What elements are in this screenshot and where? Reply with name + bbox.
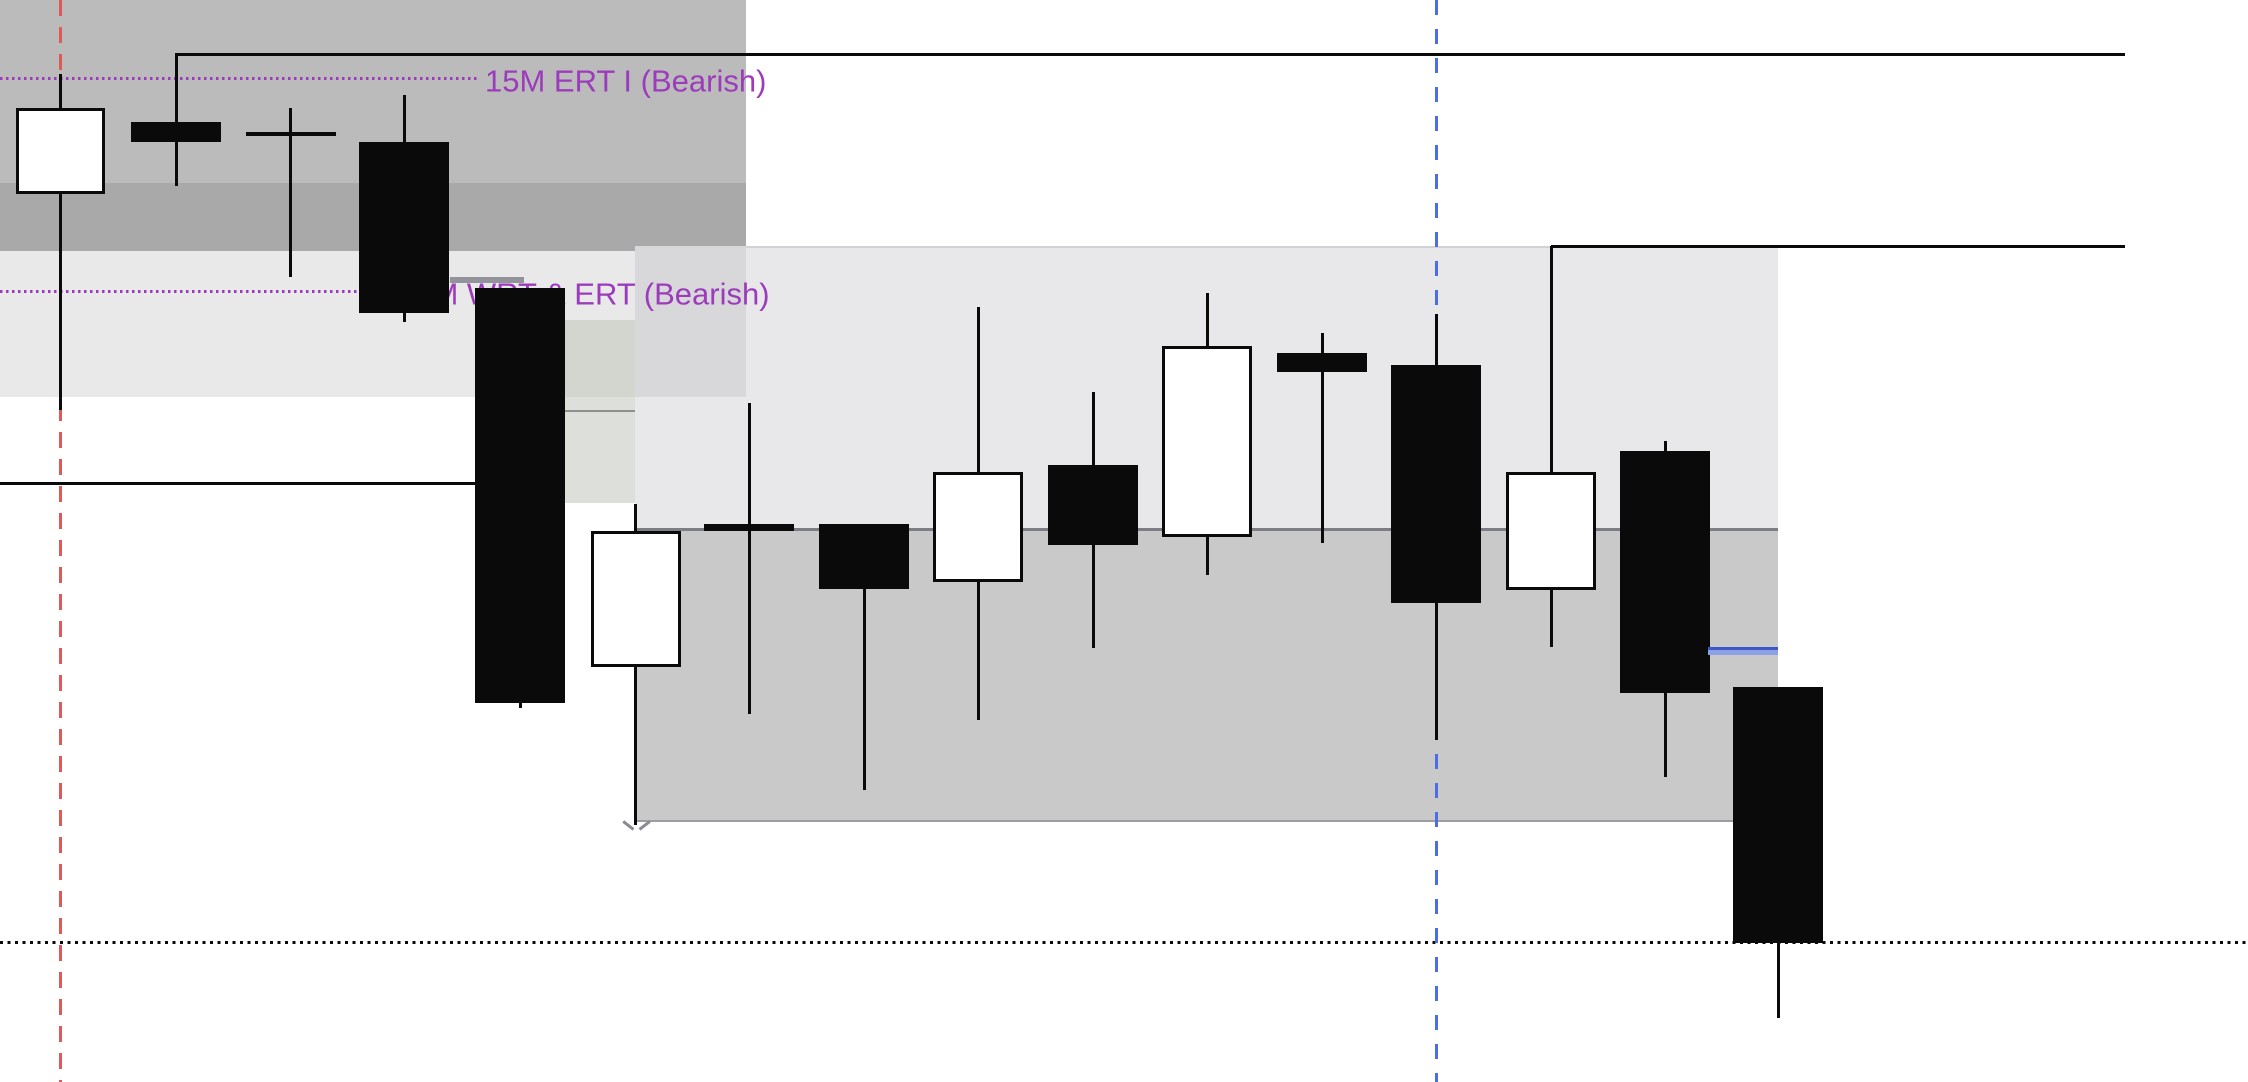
alert-dotted-line-1[interactable] — [0, 77, 478, 80]
candle-body-bearish — [359, 142, 449, 313]
candle-body-bullish — [1162, 346, 1252, 537]
candle-wick — [175, 54, 178, 186]
candle-body-bearish — [1733, 687, 1823, 943]
candle-wick — [1321, 333, 1324, 543]
horizontal-ray-right[interactable] — [1551, 245, 2125, 248]
candle-body-bearish — [475, 288, 565, 703]
candle-body-bearish — [1391, 365, 1481, 603]
candle-body-bearish — [819, 524, 909, 589]
zone-anchor-chevron-left[interactable] — [622, 820, 635, 831]
candle-wick — [748, 403, 751, 714]
zone-green-upper[interactable] — [563, 320, 635, 397]
candle-body-bullish — [933, 472, 1023, 582]
candle-body-bearish — [1620, 451, 1710, 693]
vertical-session-line-red[interactable] — [59, 0, 62, 1082]
green-zone-divider — [563, 410, 635, 412]
horizontal-ray-top[interactable] — [175, 53, 2125, 56]
zone-middle-upper-overlap[interactable] — [635, 246, 746, 397]
candle-wick — [59, 74, 62, 410]
candle-body-bullish — [1506, 472, 1596, 590]
alert-label-1[interactable]: 15M ERT I (Bearish) — [485, 63, 767, 99]
alert-label-2[interactable]: 15M WRT & ERT (Bearish) — [398, 276, 770, 312]
candle-wick — [863, 524, 866, 790]
candle-body-bullish — [16, 108, 105, 194]
zone-green-lower[interactable] — [563, 397, 635, 503]
alert-dotted-line-2[interactable] — [0, 290, 359, 293]
gray-streak — [450, 277, 524, 283]
candle-wick — [1550, 246, 1553, 647]
candle-body-bearish — [1277, 353, 1367, 372]
candle-body-bearish — [704, 524, 794, 531]
candle-body-doji — [246, 132, 336, 136]
horizontal-ray-left[interactable] — [0, 482, 477, 485]
candle-body-bullish — [591, 531, 681, 667]
candle-body-bearish — [131, 122, 221, 142]
candle-body-bearish — [1048, 465, 1138, 545]
entry-line-blue[interactable] — [1708, 647, 1778, 655]
candle-wick — [289, 108, 292, 277]
dotted-level-bottom[interactable] — [0, 941, 2248, 944]
